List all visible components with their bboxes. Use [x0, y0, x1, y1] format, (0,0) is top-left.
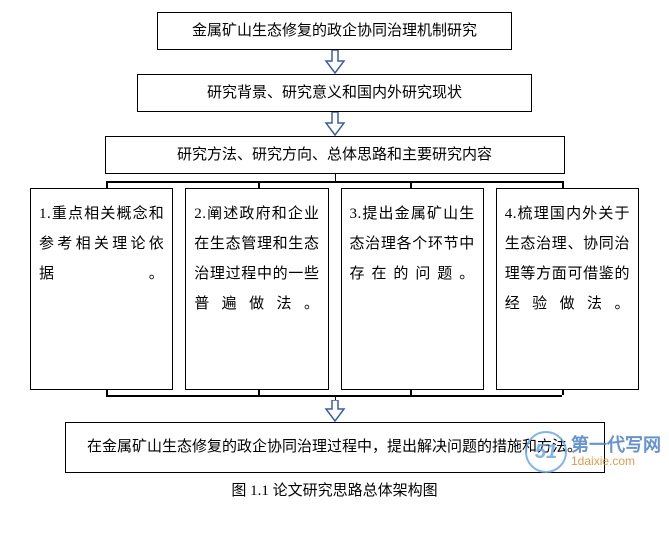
flow-col-4: 4.梳理国内外关于生态治理、协同治理等方面可借鉴的经验做法。	[496, 188, 639, 390]
connector-bottom	[30, 390, 639, 400]
arrow-1	[30, 50, 639, 74]
arrow-2	[30, 112, 639, 136]
flow-columns: 1.重点相关概念和参考相关理论依据。 2.阐述政府和企业在生态管理和生态治理过程…	[30, 188, 639, 390]
flow-box-background: 研究背景、研究意义和国内外研究现状	[137, 74, 532, 112]
flow-box-methods: 研究方法、研究方向、总体思路和主要研究内容	[105, 136, 565, 174]
flow-col-1: 1.重点相关概念和参考相关理论依据。	[30, 188, 173, 390]
flow-box-title: 金属矿山生态修复的政企协同治理机制研究	[157, 12, 512, 50]
connector-top	[30, 174, 639, 188]
figure-caption: 图 1.1 论文研究思路总体架构图	[30, 479, 639, 500]
arrow-3	[30, 400, 639, 422]
flow-col-3: 3.提出金属矿山生态治理各个环节中存在的问题。	[341, 188, 484, 390]
flow-box-final: 在金属矿山生态修复的政企协同治理过程中，提出解决问题的措施和方法。	[65, 422, 605, 473]
flow-col-2: 2.阐述政府和企业在生态管理和生态治理过程中的一些普遍做法。	[185, 188, 328, 390]
